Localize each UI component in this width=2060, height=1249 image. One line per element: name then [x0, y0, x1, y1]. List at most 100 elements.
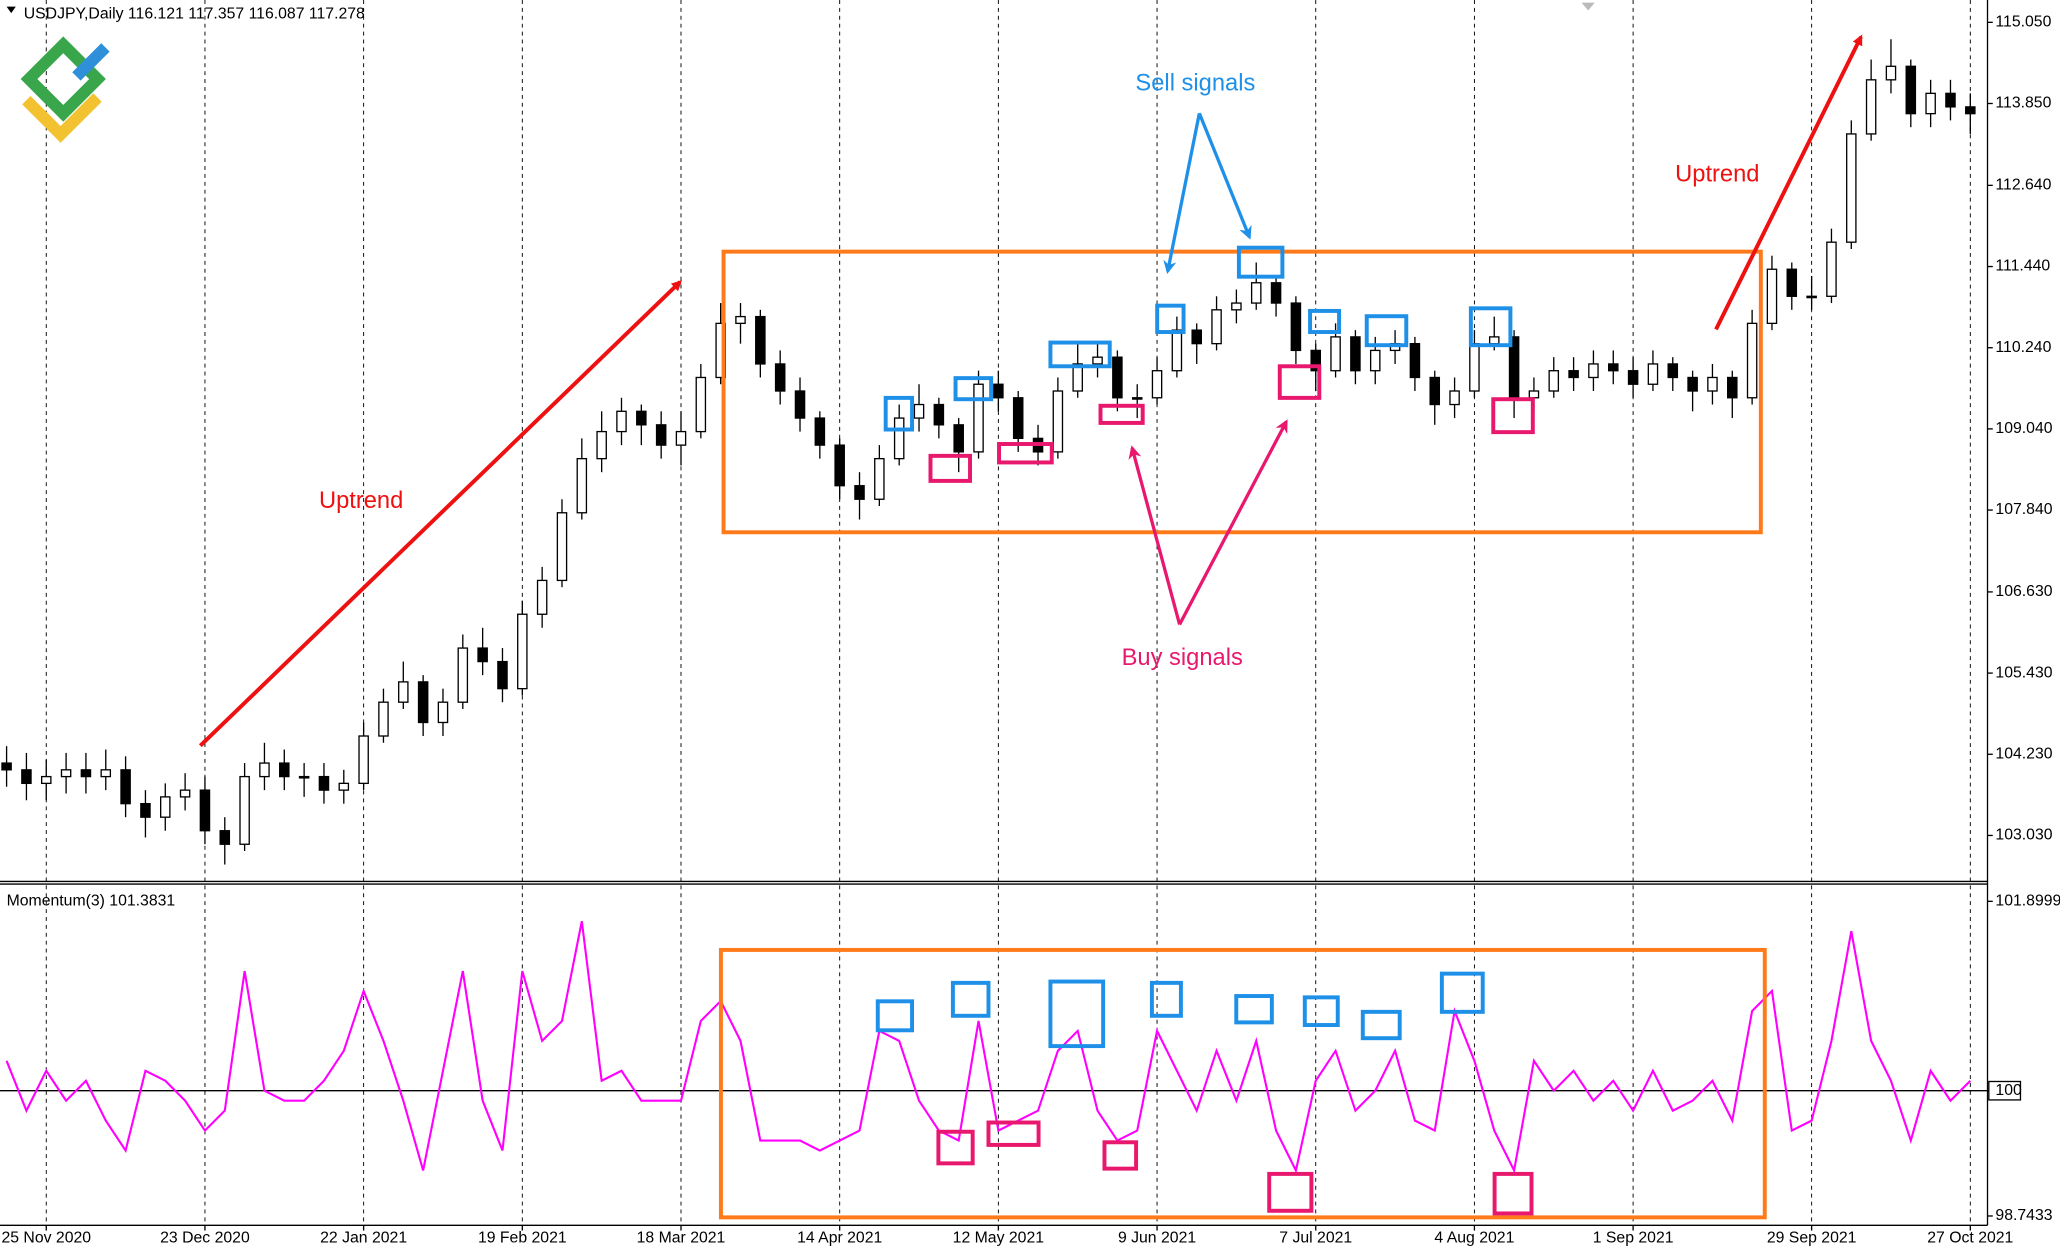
x-tick-label: 4 Aug 2021 — [1434, 1230, 1514, 1247]
candle-body — [695, 376, 707, 433]
candle-body — [457, 647, 469, 703]
y-tick-label: 107.840 — [1995, 501, 2052, 518]
x-tick-label: 1 Sep 2021 — [1593, 1230, 1674, 1247]
y-tick-label: 112.640 — [1995, 177, 2051, 194]
x-tick-label: 25 Nov 2020 — [1, 1230, 91, 1247]
candle-body — [318, 775, 330, 791]
candle-body — [1409, 342, 1421, 379]
trend-arrow — [1714, 34, 1863, 331]
y-tick-label: 103.030 — [1995, 827, 2052, 844]
candle-body — [1449, 390, 1460, 406]
candle-body — [1290, 302, 1302, 352]
candle-body — [298, 775, 310, 779]
y-tick-label: 100 — [1995, 1082, 2022, 1099]
signal-arrow — [1128, 445, 1182, 625]
candle-body — [536, 579, 548, 615]
candle-body — [933, 403, 945, 426]
candle-body — [675, 430, 687, 446]
candle-body — [1171, 329, 1183, 372]
candle-body — [774, 363, 786, 392]
candle-body — [1865, 79, 1877, 135]
candle-body — [1330, 336, 1341, 372]
candle-body — [1786, 268, 1798, 297]
candle-body — [497, 660, 508, 690]
candle-body — [1012, 397, 1024, 440]
sell-signal-box — [1236, 245, 1285, 279]
range-box — [718, 947, 1767, 1220]
candle-body — [556, 512, 568, 582]
x-tick-label: 9 Jun 2021 — [1118, 1230, 1196, 1247]
annotation-shapes — [198, 34, 1863, 1220]
sell-signal-box — [1364, 314, 1409, 348]
buy-signal-box — [1098, 403, 1145, 425]
x-tick-label: 12 May 2021 — [953, 1230, 1045, 1247]
buy-signal-box — [986, 1120, 1041, 1147]
candle-body — [1, 762, 12, 771]
candle-body — [1588, 363, 1599, 379]
candle-body — [814, 417, 826, 446]
candle-body — [1429, 376, 1441, 406]
y-tick-label: 106.630 — [1995, 583, 2052, 600]
menu-triangle — [6, 6, 16, 14]
candle-body — [1727, 376, 1738, 399]
annotation: Buy signals — [1122, 645, 1243, 671]
buy-signal-box — [928, 453, 973, 483]
candle-body — [576, 457, 588, 514]
candle-body — [913, 403, 925, 419]
signal-arrow — [1178, 419, 1288, 626]
sell-signal-box — [1048, 979, 1106, 1049]
sell-signal-box — [950, 980, 991, 1018]
y-tick-label-box — [1988, 1080, 2022, 1101]
y-tick-label: 115.050 — [1995, 13, 2051, 30]
candle-body — [1191, 329, 1202, 345]
candle-body — [1826, 241, 1837, 297]
candle-body — [735, 315, 746, 325]
candle-body — [1945, 92, 1956, 108]
candle-body — [1607, 363, 1619, 372]
x-tick-label: 27 Oct 2021 — [1927, 1230, 2013, 1247]
candle-body — [1925, 92, 1936, 115]
candle-body — [1131, 397, 1143, 400]
candle-body — [655, 424, 667, 446]
candle-body — [854, 485, 865, 500]
buy-signal-box — [1102, 1140, 1139, 1171]
candle-body — [378, 701, 389, 737]
sell-signal-box — [1048, 340, 1112, 369]
candle-body — [1231, 302, 1242, 311]
buy-signal-box — [1491, 397, 1535, 435]
x-tick-label: 18 Mar 2021 — [637, 1230, 726, 1247]
x-tick-label: 7 Jul 2021 — [1279, 1230, 1352, 1247]
candle-body — [259, 762, 270, 778]
candle-body — [1627, 370, 1639, 385]
sell-signal-box — [1234, 994, 1274, 1025]
candle-body — [179, 789, 191, 798]
trend-arrow — [198, 280, 682, 748]
range-box — [721, 249, 1763, 535]
candle-body — [616, 410, 627, 433]
candle-body — [219, 830, 231, 845]
candle-body — [517, 613, 528, 690]
candle-body — [1052, 390, 1064, 453]
shift-marker — [1581, 2, 1595, 11]
buy-signal-box — [997, 442, 1054, 465]
buy-signal-box — [1277, 364, 1322, 400]
candle-body — [120, 769, 131, 805]
candle-body — [60, 769, 72, 778]
candle-body — [1885, 65, 1897, 81]
candle-body — [437, 701, 449, 724]
sell-signal-box — [1149, 980, 1183, 1018]
candle-body — [1112, 356, 1123, 399]
candle-body — [636, 410, 647, 426]
y-tick-label: 98.7433 — [1995, 1207, 2052, 1224]
candle-body — [1846, 133, 1857, 243]
candle-body — [1568, 370, 1579, 379]
y-tick-label: 111.440 — [1995, 258, 2050, 275]
candle-body — [1687, 376, 1698, 392]
annotation: Uptrend — [1675, 161, 1759, 187]
candle-body — [1151, 370, 1163, 399]
candle-body — [1211, 309, 1222, 345]
candle-body — [358, 735, 369, 785]
